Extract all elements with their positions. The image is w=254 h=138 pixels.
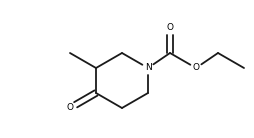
Text: O: O: [167, 23, 173, 33]
Text: O: O: [67, 104, 73, 112]
Text: N: N: [145, 63, 151, 72]
Text: O: O: [193, 63, 199, 72]
